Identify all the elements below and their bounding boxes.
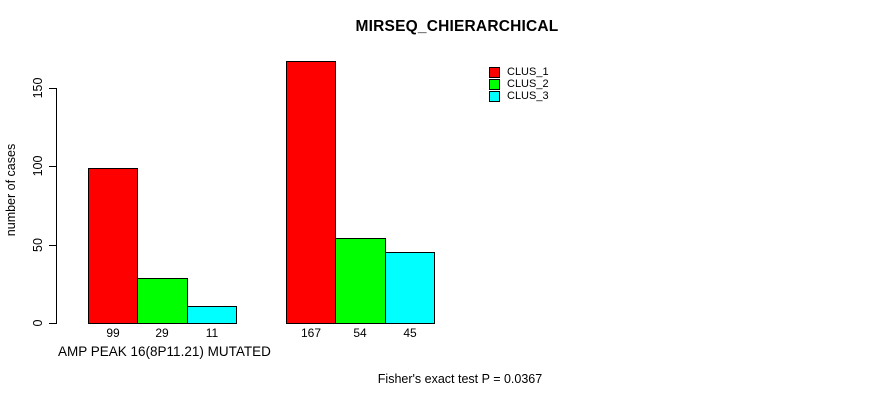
legend-label: CLUS_1 xyxy=(507,66,549,78)
bar-clus_1-group2 xyxy=(286,61,336,324)
y-axis-tick xyxy=(49,323,56,324)
legend-row-clus_1: CLUS_1 xyxy=(489,66,549,78)
y-axis-line xyxy=(56,88,57,324)
bar-value-label: 29 xyxy=(155,326,169,340)
legend-label: CLUS_3 xyxy=(507,90,549,102)
legend-swatch-icon xyxy=(489,78,500,90)
y-axis-label: number of cases xyxy=(4,143,18,237)
y-axis-tick xyxy=(49,166,56,167)
legend-swatch-icon xyxy=(489,90,500,102)
bar-value-label: 45 xyxy=(403,326,417,340)
bar-clus_2-group2 xyxy=(335,238,386,324)
bar-clus_2-group1 xyxy=(137,278,188,324)
y-axis-tick-label: 150 xyxy=(31,77,45,99)
bar-clus_1-group1 xyxy=(88,168,138,324)
bar-value-label: 99 xyxy=(106,326,120,340)
legend-row-clus_3: CLUS_3 xyxy=(489,90,549,102)
bar-clus_3-group2 xyxy=(385,252,435,324)
bar-clus_3-group1 xyxy=(187,306,237,324)
legend-row-clus_2: CLUS_2 xyxy=(489,78,549,90)
chart-title: MIRSEQ_CHIERARCHICAL xyxy=(355,18,559,35)
y-axis-tick xyxy=(49,88,56,89)
bar-value-label: 167 xyxy=(300,326,322,340)
y-axis-tick-label: 0 xyxy=(31,319,45,327)
x-category-label: AMP PEAK 16(8P11.21) MUTATED xyxy=(58,344,271,359)
fisher-test-note: Fisher's exact test P = 0.0367 xyxy=(377,372,543,386)
y-axis-tick-label: 100 xyxy=(31,155,45,177)
legend: CLUS_1 CLUS_2 CLUS_3 xyxy=(489,66,549,102)
y-axis-tick xyxy=(49,245,56,246)
legend-swatch-icon xyxy=(489,66,500,78)
y-axis-tick-label: 50 xyxy=(31,238,45,252)
legend-label: CLUS_2 xyxy=(507,78,549,90)
bar-value-label: 54 xyxy=(353,326,367,340)
bar-value-label: 11 xyxy=(205,326,219,340)
